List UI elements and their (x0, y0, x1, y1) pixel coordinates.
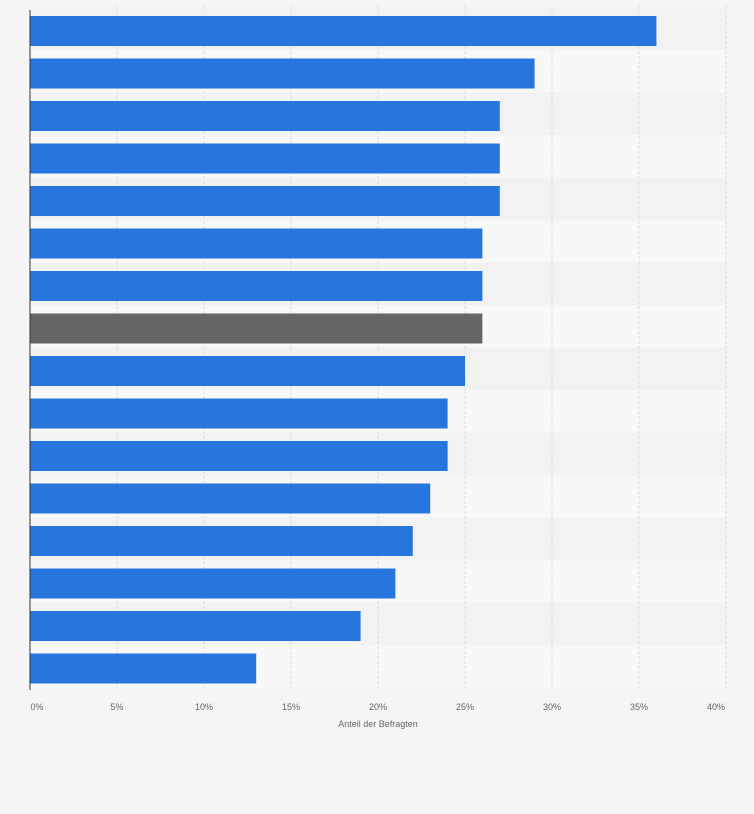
x-tick-labels: 0% 5% 10% 15% 20% 25% 30% 35% 40% (30, 702, 725, 712)
bar (30, 228, 483, 259)
bar (30, 186, 500, 216)
bar (30, 483, 431, 514)
x-tick-label: 5% (110, 702, 123, 712)
bar (30, 568, 396, 599)
bars (30, 16, 657, 684)
bar (30, 441, 448, 471)
x-axis-label: Anteil der Befragten (338, 719, 418, 729)
x-tick-label: 30% (543, 702, 561, 712)
x-tick-label: 35% (630, 702, 648, 712)
bar (30, 16, 657, 46)
x-tick-label: 20% (369, 702, 387, 712)
bar (30, 143, 500, 174)
x-tick-label: 25% (456, 702, 474, 712)
bar-highlighted (30, 313, 483, 344)
bar (30, 526, 413, 556)
bar (30, 58, 535, 89)
bar (30, 398, 448, 429)
x-tick-label: 0% (30, 702, 43, 712)
bar (30, 356, 465, 386)
bar (30, 101, 500, 131)
x-tick-label: 10% (195, 702, 213, 712)
bar (30, 653, 257, 684)
x-tick-label: 40% (707, 702, 725, 712)
bar (30, 611, 361, 641)
bar (30, 271, 483, 301)
x-tick-label: 15% (282, 702, 300, 712)
